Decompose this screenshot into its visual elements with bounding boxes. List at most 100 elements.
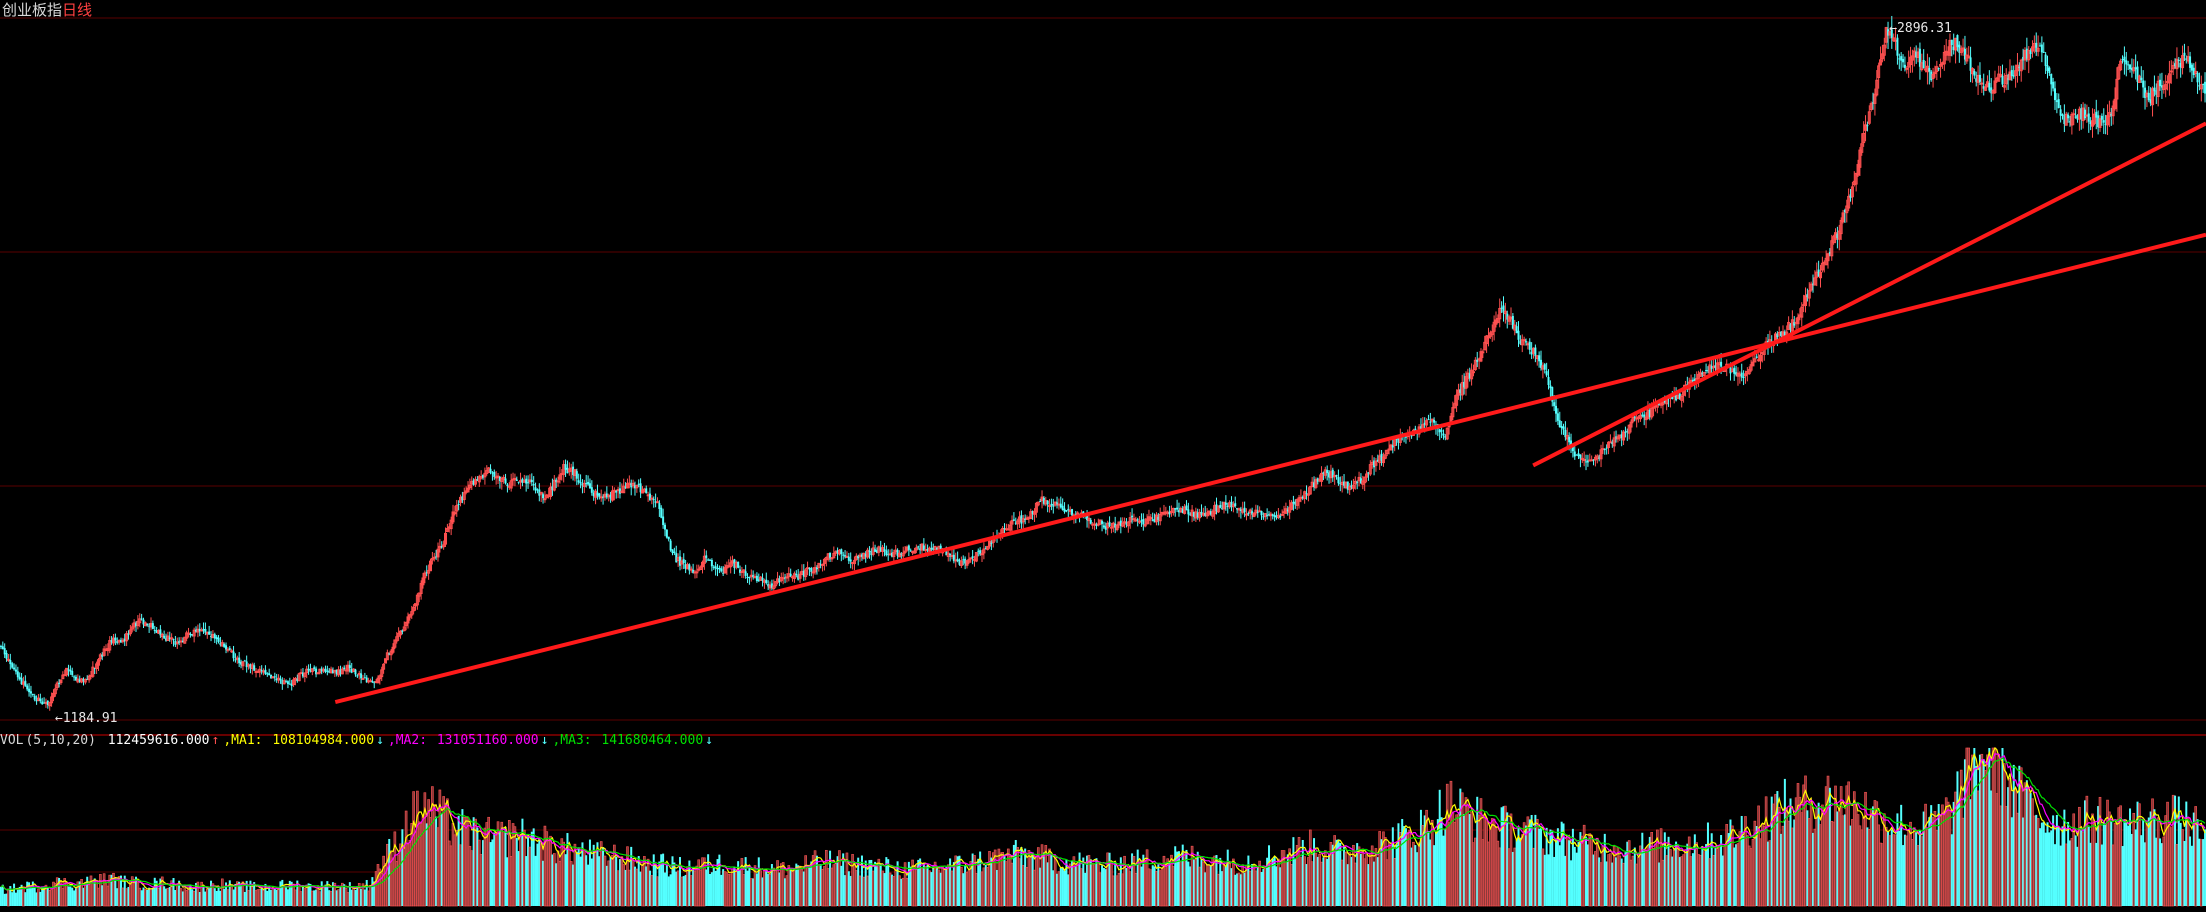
volume-bar <box>1331 844 1334 906</box>
candle-body-up <box>2164 84 2168 90</box>
volume-bar <box>1299 857 1303 907</box>
candle-body-up <box>509 480 513 489</box>
candle-body-down <box>602 496 605 498</box>
volume-bar <box>2098 796 2102 907</box>
candle-body-down <box>119 639 122 643</box>
volume-bar <box>1720 835 1723 906</box>
candle-body-down <box>232 651 235 659</box>
candle-body-down <box>1675 395 1678 401</box>
volume-bar <box>599 841 603 907</box>
candle-body-down <box>245 661 248 668</box>
candle-body-down <box>849 559 852 562</box>
volume-bar <box>1258 860 1261 907</box>
volume-bar <box>2174 795 2177 906</box>
candle-body-up <box>792 573 796 579</box>
candle-body-up <box>128 629 132 635</box>
candle-body-down <box>1196 512 1199 518</box>
volume-bar <box>1157 864 1160 906</box>
candle-body-up <box>1036 501 1040 506</box>
candle-body-up <box>61 674 65 680</box>
volume-bar <box>1717 847 1721 907</box>
volume-bar <box>217 886 220 906</box>
candle-body-down <box>1215 504 1218 512</box>
volume-bar <box>990 857 993 906</box>
volume-bar <box>1468 814 1471 906</box>
volume-bar <box>2153 809 2156 906</box>
volume-bar <box>2095 842 2098 906</box>
volume-bar <box>1423 815 1426 906</box>
volume-bar <box>1900 804 1903 906</box>
volume-bar <box>2196 819 2199 906</box>
volume-bar <box>1020 847 1023 906</box>
candle-body-up <box>1839 219 1843 235</box>
candle-body-down <box>2130 67 2133 71</box>
volume-bar <box>20 884 23 906</box>
volume-bar <box>587 864 590 906</box>
volume-bar <box>829 850 832 906</box>
trendline-1[interactable] <box>334 232 2206 705</box>
volume-bar <box>1089 859 1092 906</box>
volume-bar <box>538 838 541 906</box>
volume-bar <box>3 893 6 906</box>
volume-bar <box>305 884 309 907</box>
volume-bar <box>1401 818 1404 906</box>
volume-bar <box>369 885 372 907</box>
candle-body-down <box>663 524 666 530</box>
candle-body-down <box>1350 484 1353 488</box>
volume-bar <box>191 889 194 906</box>
volume-bar <box>984 864 987 906</box>
candle-body-down <box>461 496 464 501</box>
trendlines[interactable] <box>334 121 2206 705</box>
volume-bar <box>656 876 659 907</box>
candle-body-down <box>684 564 687 569</box>
candle-body-up <box>1149 517 1153 520</box>
candle-body-down <box>148 625 151 627</box>
volume-bar <box>1768 840 1772 907</box>
trendline-2[interactable] <box>1532 121 2206 468</box>
candle-body-up <box>102 648 106 656</box>
volume-bar <box>826 868 830 907</box>
volume-bar <box>1937 804 1940 906</box>
volume-bar <box>1849 825 1852 906</box>
volume-bar <box>722 869 725 906</box>
volume-bar <box>455 830 459 907</box>
volume-bar <box>125 888 128 907</box>
volume-bar <box>1403 826 1406 906</box>
candle-body-up <box>1867 111 1871 124</box>
volume-bar <box>1547 854 1550 906</box>
candle-body-down <box>633 485 636 489</box>
volume-bar <box>243 891 246 906</box>
volume-bar <box>1316 856 1319 906</box>
candle-body-up <box>2113 98 2117 110</box>
candle-body-down <box>388 653 391 655</box>
candle-body-down <box>2029 50 2032 55</box>
volume-bar <box>763 868 766 907</box>
volume-bar <box>151 887 154 906</box>
volume-ma3-line <box>0 757 2206 891</box>
candle-body-down <box>879 547 882 551</box>
candle-body-up <box>954 559 958 562</box>
candle-body-up <box>305 668 309 674</box>
volume-bar <box>770 864 773 906</box>
candle-body-down <box>1266 514 1269 516</box>
volume-bar <box>849 875 852 906</box>
volume-bar <box>739 869 742 906</box>
candle-body-up <box>368 680 372 683</box>
candle-body-down <box>41 701 44 705</box>
volume-bar <box>1898 830 1901 906</box>
volume-bar <box>1378 831 1381 907</box>
candle-body-down <box>1322 472 1325 474</box>
volume-bar <box>1920 836 1924 907</box>
volume-bar <box>1042 852 1045 906</box>
candle-body-down <box>264 669 267 674</box>
candle-body-up <box>549 486 553 498</box>
volume-bar <box>2059 845 2062 906</box>
volume-bar <box>2204 829 2206 906</box>
volume-bar <box>890 874 893 906</box>
volume-bar <box>479 854 483 907</box>
candle-body-down <box>1052 504 1055 507</box>
volume-bar <box>1101 865 1104 906</box>
candle-body-down <box>2074 116 2077 118</box>
